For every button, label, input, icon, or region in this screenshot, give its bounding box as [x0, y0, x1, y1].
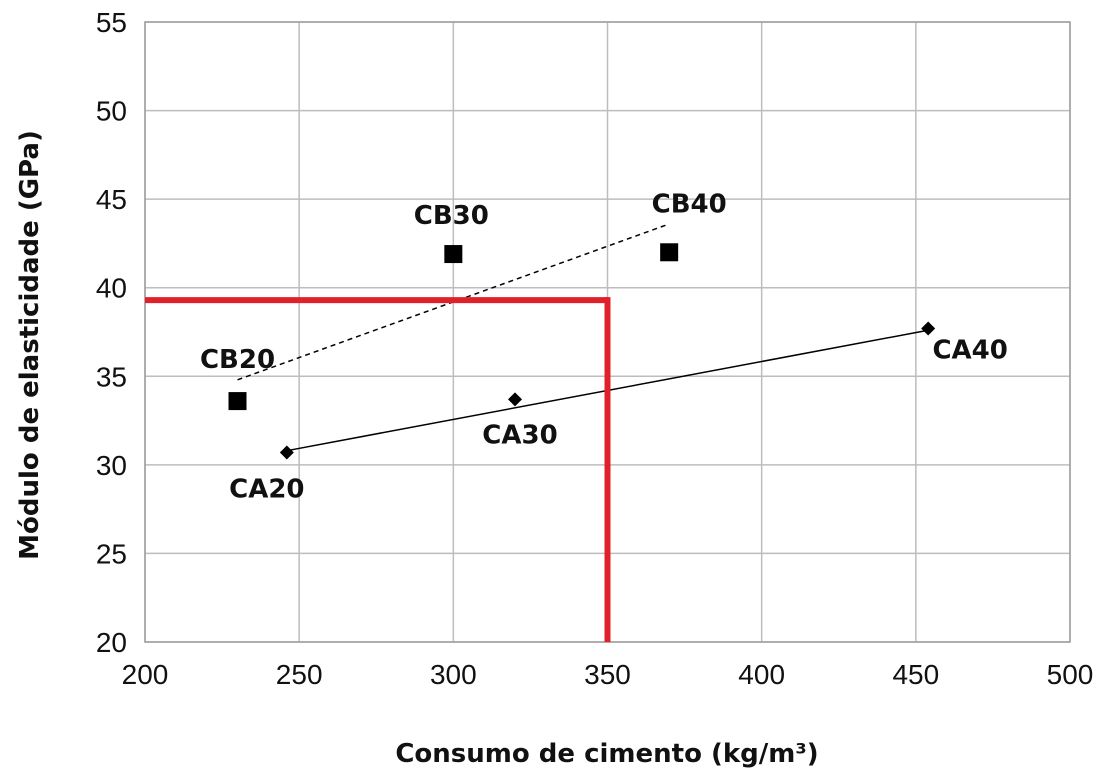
- trendlines: [237, 223, 929, 452]
- x-tick-label: 300: [430, 659, 477, 690]
- y-tick-label: 50: [96, 96, 127, 127]
- x-tick-label: 200: [122, 659, 169, 690]
- x-axis-title: Consumo de cimento (kg/m³): [395, 739, 818, 769]
- data-markers: [228, 243, 936, 460]
- y-tick-label: 40: [96, 273, 127, 304]
- point-label-ca30: CA30: [482, 420, 557, 450]
- point-label-ca40: CA40: [932, 335, 1007, 365]
- y-tick-label: 30: [96, 450, 127, 481]
- point-label-cb20: CB20: [200, 345, 275, 375]
- y-tick-label: 45: [96, 184, 127, 215]
- y-axis-title: Módulo de elasticidade (GPa): [15, 130, 45, 560]
- y-tick-label: 25: [96, 538, 127, 569]
- marker-cb30: [444, 245, 463, 264]
- y-tick-label: 20: [96, 627, 127, 658]
- marker-ca30: [508, 392, 522, 407]
- point-label-ca20: CA20: [229, 474, 304, 504]
- point-labels: CB20 CB30 CB40 CA20 CA30 CA40: [200, 189, 1008, 504]
- y-tick-label: 35: [96, 361, 127, 392]
- x-tick-label: 450: [892, 659, 939, 690]
- marker-ca20: [279, 445, 294, 460]
- x-tick-label: 500: [1047, 659, 1094, 690]
- point-label-cb30: CB30: [414, 201, 489, 231]
- marker-cb40: [660, 243, 679, 262]
- x-tick-label: 250: [276, 659, 323, 690]
- x-tick-label: 400: [738, 659, 785, 690]
- x-tick-label: 350: [584, 659, 631, 690]
- x-tick-labels: 200 250 300 350 400 450 500: [122, 659, 1094, 690]
- highlight-lines: [145, 297, 611, 642]
- marker-cb20: [228, 392, 247, 411]
- y-tick-labels: 20 25 30 35 40 45 50 55: [96, 7, 127, 658]
- point-label-cb40: CB40: [652, 189, 727, 219]
- y-tick-label: 55: [96, 7, 127, 38]
- marker-ca40: [921, 321, 936, 336]
